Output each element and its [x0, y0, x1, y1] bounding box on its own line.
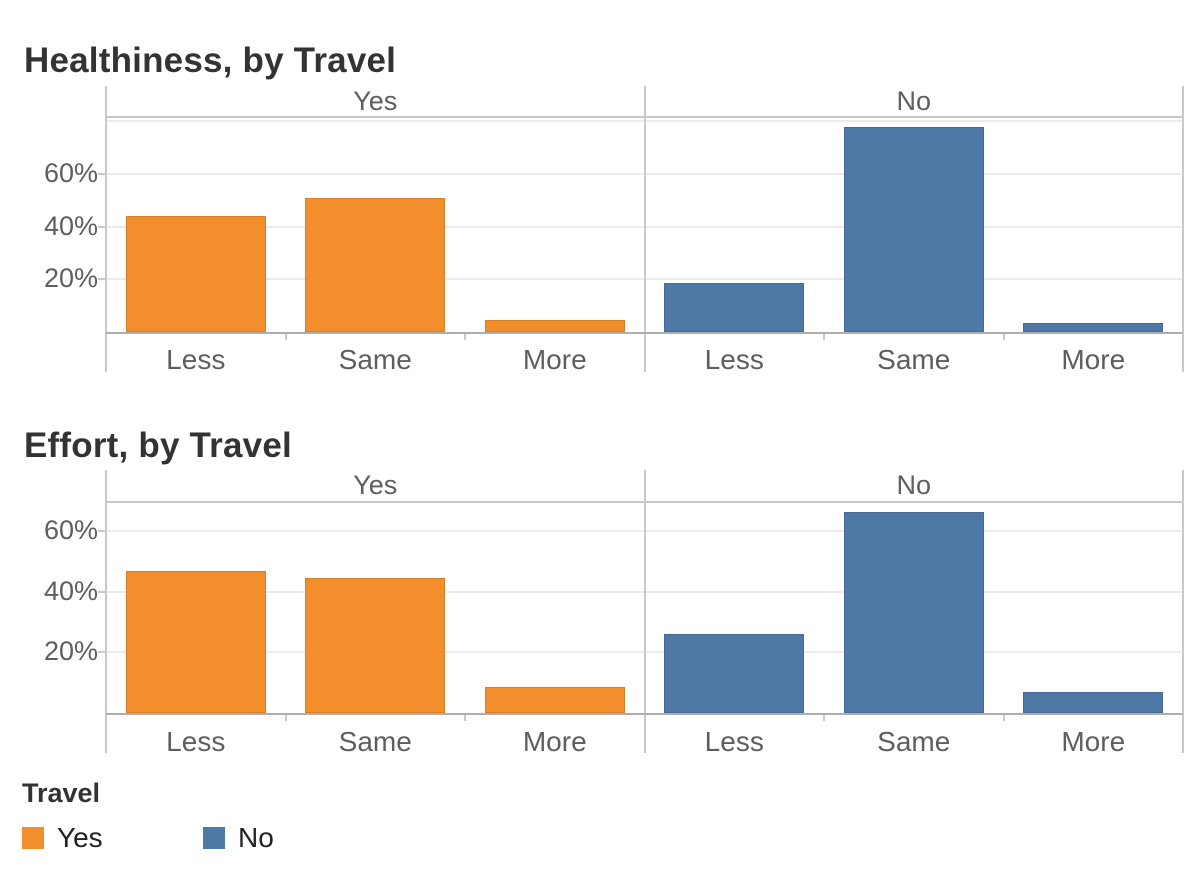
x-axis-label-less: Less — [166, 344, 226, 375]
legend-swatch-yes-icon — [22, 827, 44, 849]
y-axis-tick-icon — [98, 225, 106, 228]
x-axis-tick-icon — [284, 714, 287, 721]
x-axis-line — [106, 713, 1183, 715]
panel-header-yes: Yes — [353, 86, 398, 116]
panel-header-no: No — [896, 86, 931, 116]
legend-title: Travel — [22, 778, 101, 808]
y-axis-tick-label: 20% — [43, 263, 98, 294]
panel-divider — [643, 86, 646, 372]
y-axis-tick-label: 60% — [43, 515, 98, 546]
legend-swatch-no-icon — [203, 827, 225, 849]
y-axis-tick-icon — [98, 172, 106, 175]
x-axis-label-more: More — [522, 344, 587, 375]
panel-divider — [643, 470, 646, 753]
plot-right-border — [1182, 470, 1184, 753]
y-axis-tick-icon — [98, 590, 106, 593]
x-axis-tick-icon — [284, 333, 287, 340]
bar-healthiness-yes-same[interactable] — [305, 197, 446, 332]
legend-label-yes: Yes — [57, 822, 103, 853]
x-axis-label-same: Same — [877, 344, 951, 375]
chart-title-effort: Effort, by Travel — [24, 426, 292, 466]
y-axis-tick-label: 40% — [43, 575, 98, 606]
y-axis-tick-icon — [98, 651, 106, 654]
bar-effort-yes-more[interactable] — [484, 687, 625, 713]
x-axis-label-less: Less — [166, 726, 226, 757]
x-axis-tick-icon — [1002, 333, 1005, 340]
bar-effort-no-same[interactable] — [843, 511, 984, 713]
bar-effort-yes-same[interactable] — [305, 578, 446, 713]
x-axis-label-more: More — [522, 726, 587, 757]
bar-healthiness-no-more[interactable] — [1023, 322, 1164, 332]
bar-healthiness-no-same[interactable] — [843, 126, 984, 332]
legend-label-no: No — [238, 822, 274, 853]
bar-effort-yes-less[interactable] — [125, 570, 266, 713]
y-axis-tick-label: 40% — [43, 210, 98, 241]
x-axis-label-less: Less — [704, 726, 764, 757]
y-axis-line — [105, 86, 107, 372]
x-axis-tick-icon — [464, 714, 466, 721]
y-axis-tick-label: 20% — [43, 636, 98, 667]
x-axis-label-more: More — [1061, 344, 1126, 375]
legend-item-no[interactable]: No — [203, 822, 274, 854]
bar-healthiness-yes-less[interactable] — [125, 216, 266, 332]
bar-effort-no-less[interactable] — [664, 634, 805, 713]
bar-effort-no-more[interactable] — [1023, 691, 1164, 713]
y-axis-tick-label: 60% — [43, 157, 98, 188]
x-axis-label-same: Same — [877, 726, 951, 757]
panel-header-no: No — [896, 470, 931, 500]
y-axis-line — [105, 470, 107, 753]
x-axis-label-less: Less — [704, 344, 764, 375]
x-axis-tick-icon — [1002, 714, 1005, 721]
x-axis-tick-icon — [464, 333, 466, 340]
y-axis-tick-icon — [98, 530, 106, 533]
panel-header-yes: Yes — [353, 470, 398, 500]
bar-healthiness-no-less[interactable] — [664, 283, 805, 332]
x-axis-tick-icon — [823, 714, 825, 721]
chart-title-healthiness: Healthiness, by Travel — [24, 41, 397, 81]
x-axis-label-same: Same — [338, 344, 412, 375]
x-axis-label-more: More — [1061, 726, 1126, 757]
bar-healthiness-yes-more[interactable] — [484, 320, 625, 332]
legend-item-yes[interactable]: Yes — [22, 822, 103, 854]
x-axis-tick-icon — [823, 333, 825, 340]
x-axis-line — [106, 332, 1183, 334]
y-axis-tick-icon — [98, 278, 106, 281]
plot-right-border — [1182, 86, 1184, 372]
x-axis-label-same: Same — [338, 726, 412, 757]
